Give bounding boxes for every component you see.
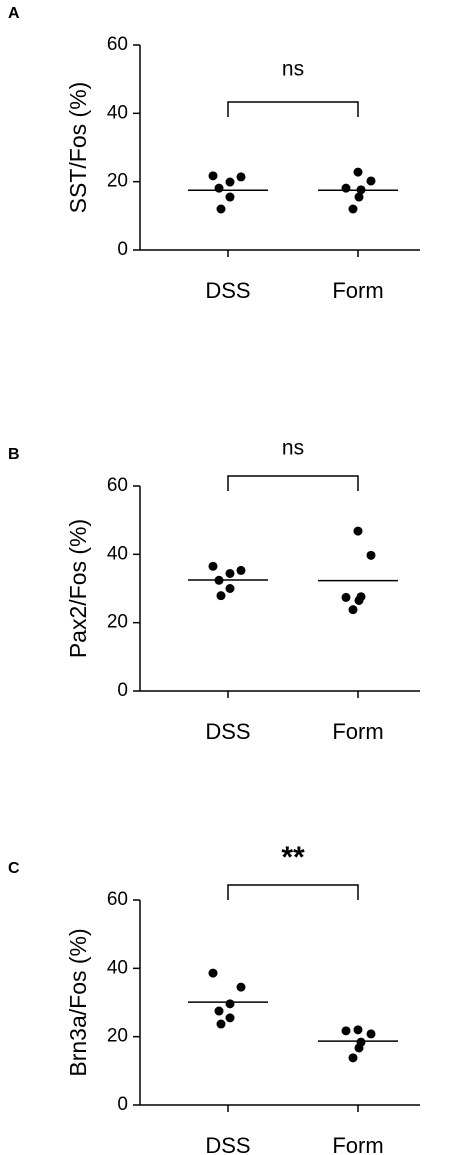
y-tick-label: 20 [107, 612, 128, 633]
significance-label: ns [282, 437, 304, 460]
significance-bracket [227, 475, 359, 491]
y-tick-label: 0 [117, 239, 128, 260]
panel: C Brn3a/Fos (%) 0 20 40 60 DSS Form ** [8, 841, 420, 1155]
y-axis-label: Brn3a/Fos (%) [65, 928, 91, 1076]
y-tick-label: 0 [117, 680, 128, 701]
x-tick-label: Form [332, 1133, 383, 1155]
data-point [225, 568, 235, 578]
y-axis-label: Pax2/Fos (%) [65, 519, 91, 658]
data-point [236, 565, 246, 575]
panel-label: C [8, 860, 20, 877]
data-point [214, 1006, 224, 1016]
significance-label: ns [282, 58, 304, 81]
data-point [216, 591, 226, 601]
y-tick-label: 20 [107, 171, 128, 192]
y-tick-label: 40 [107, 543, 128, 564]
x-tick-label: Form [332, 278, 383, 303]
data-point [356, 185, 366, 195]
data-point [348, 605, 358, 615]
panel-label: A [8, 5, 20, 22]
data-point [216, 204, 226, 214]
data-point [341, 592, 351, 602]
data-point [214, 183, 224, 193]
data-point [354, 595, 364, 605]
x-tick-label: DSS [205, 719, 250, 744]
data-point [366, 550, 376, 560]
panel-label: B [8, 446, 20, 463]
data-point [341, 183, 351, 193]
panel: B Pax2/Fos (%) 0 20 40 60 DSS Form ns [8, 437, 420, 744]
y-tick-label: 40 [107, 102, 128, 123]
significance-label: ** [281, 841, 305, 874]
panel: A SST/Fos (%) 0 20 40 60 DSS Form ns [8, 5, 420, 303]
data-point [354, 192, 364, 202]
data-point [354, 1043, 364, 1053]
data-point [353, 1025, 363, 1035]
data-point [225, 584, 235, 593]
significance-bracket [227, 884, 359, 900]
y-tick-label: 60 [107, 34, 128, 55]
y-tick-label: 0 [117, 1094, 128, 1115]
y-tick-label: 40 [107, 957, 128, 978]
data-point [341, 1026, 351, 1036]
data-point [353, 526, 363, 536]
x-tick-label: Form [332, 719, 383, 744]
significance-bracket [227, 101, 359, 117]
data-point [208, 171, 218, 181]
y-tick-label: 20 [107, 1026, 128, 1047]
y-tick-label: 60 [107, 889, 128, 910]
data-point [225, 999, 235, 1009]
data-point [214, 575, 224, 585]
data-point [225, 192, 235, 202]
data-point [216, 1019, 226, 1029]
data-point [366, 176, 376, 186]
data-point [208, 561, 218, 571]
y-axis-label: SST/Fos (%) [65, 82, 91, 214]
data-point [353, 167, 363, 177]
data-point [225, 1013, 235, 1023]
y-tick-label: 60 [107, 475, 128, 496]
data-point [225, 177, 235, 187]
data-point [348, 204, 358, 214]
data-point [236, 982, 246, 992]
data-point [348, 1053, 358, 1063]
x-tick-label: DSS [205, 1133, 250, 1155]
data-point [236, 172, 246, 182]
x-tick-label: DSS [205, 278, 250, 303]
data-point [208, 968, 218, 978]
data-point [366, 1029, 376, 1039]
